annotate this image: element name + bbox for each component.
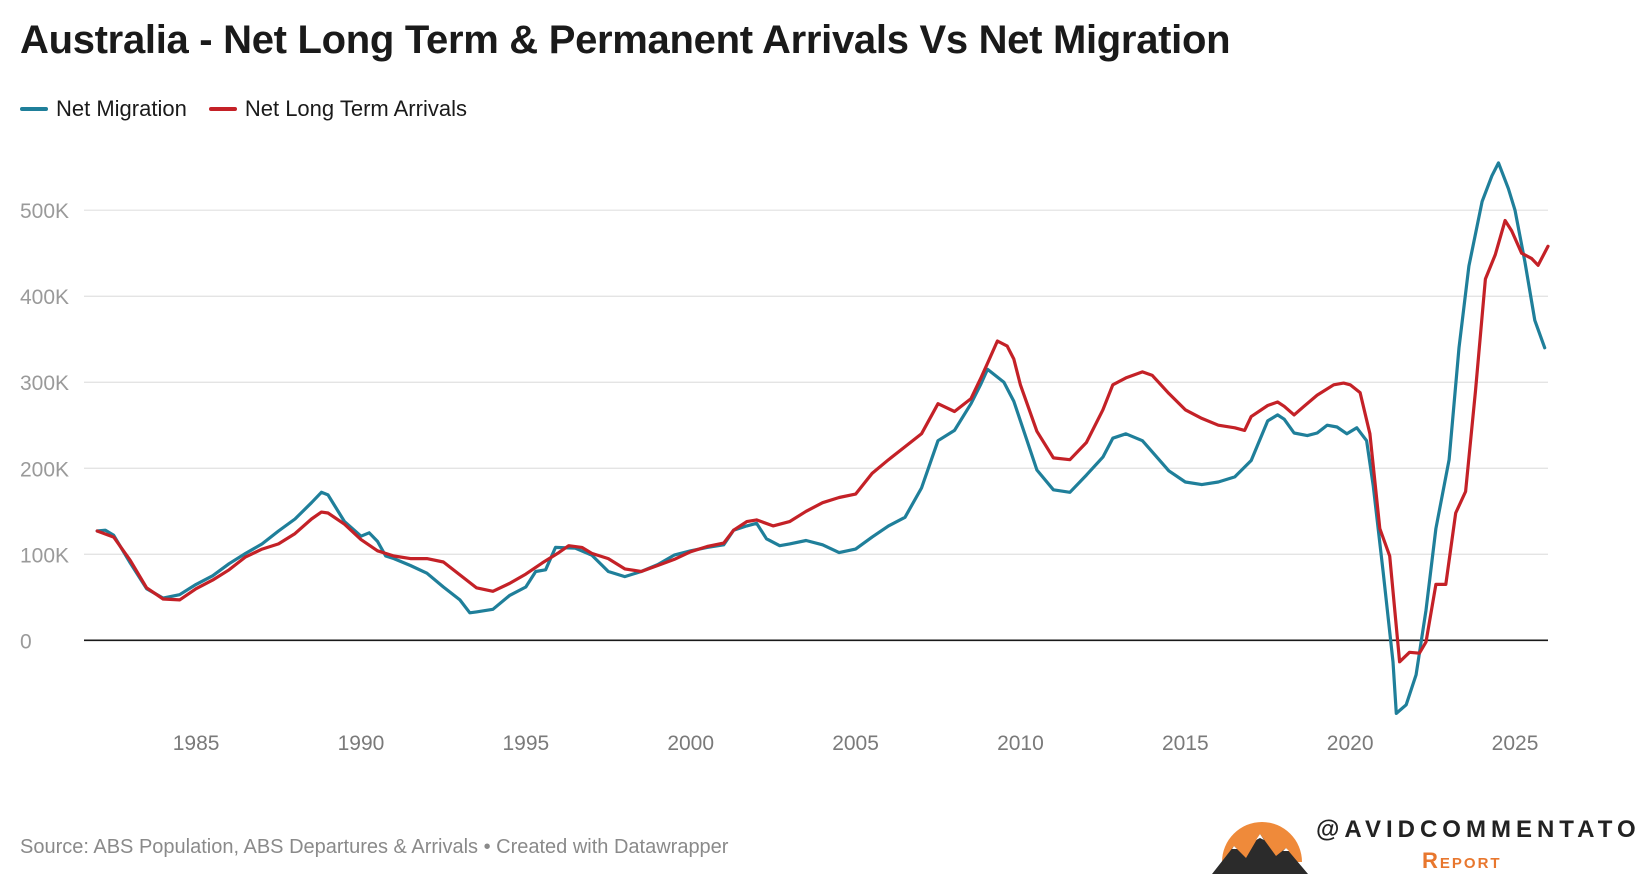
series-line-net-long-term-arrivals [95,218,1550,664]
y-axis-ticks: 0 100K 200K 300K 400K 500K [20,200,69,653]
brand-handle: @AVIDCOMMENTATOR [1316,816,1640,843]
x-tick-label: 1995 [502,732,549,755]
y-tick-label: 200K [20,458,69,481]
x-tick-label: 2025 [1492,732,1539,755]
legend-item-net-long-term-arrivals: Net Long Term Arrivals [208,96,467,122]
legend-label-net-migration: Net Migration [56,96,187,121]
x-tick-label: 1990 [338,732,385,755]
chart-legend: Net Migration Net Long Term Arrivals [20,96,467,122]
series-lines [95,161,1550,715]
legend-swatch-net-migration [20,107,48,111]
chart-source-note: Source: ABS Population, ABS Departures &… [20,836,729,858]
y-tick-label: 300K [20,372,69,395]
x-tick-label: 2015 [1162,732,1209,755]
x-tick-label: 2000 [667,732,714,755]
y-tick-label: 0 [20,630,32,653]
chart-title: Australia - Net Long Term & Permanent Ar… [20,18,1231,62]
mountain-sun-logo-icon [1212,822,1308,874]
legend-swatch-net-long-term-arrivals [208,107,237,111]
grid-lines [84,209,1548,642]
legend-item-net-migration: Net Migration [20,96,187,122]
brand-subtitle: Report [1422,848,1502,873]
x-tick-label: 2005 [832,732,879,755]
y-tick-label: 100K [20,544,69,567]
x-tick-label: 2010 [997,732,1044,755]
legend-label-net-long-term-arrivals: Net Long Term Arrivals [244,96,467,121]
x-tick-label: 1985 [173,732,220,755]
series-line-net-migration [95,161,1547,715]
brand-logo: @AVIDCOMMENTATOR Report [1212,812,1640,876]
y-tick-label: 500K [20,200,69,223]
y-tick-label: 400K [20,286,69,309]
x-tick-label: 2020 [1327,732,1374,755]
x-axis-ticks: 1985 1990 1995 2000 2005 2010 2015 2020 2025 [173,732,1539,755]
